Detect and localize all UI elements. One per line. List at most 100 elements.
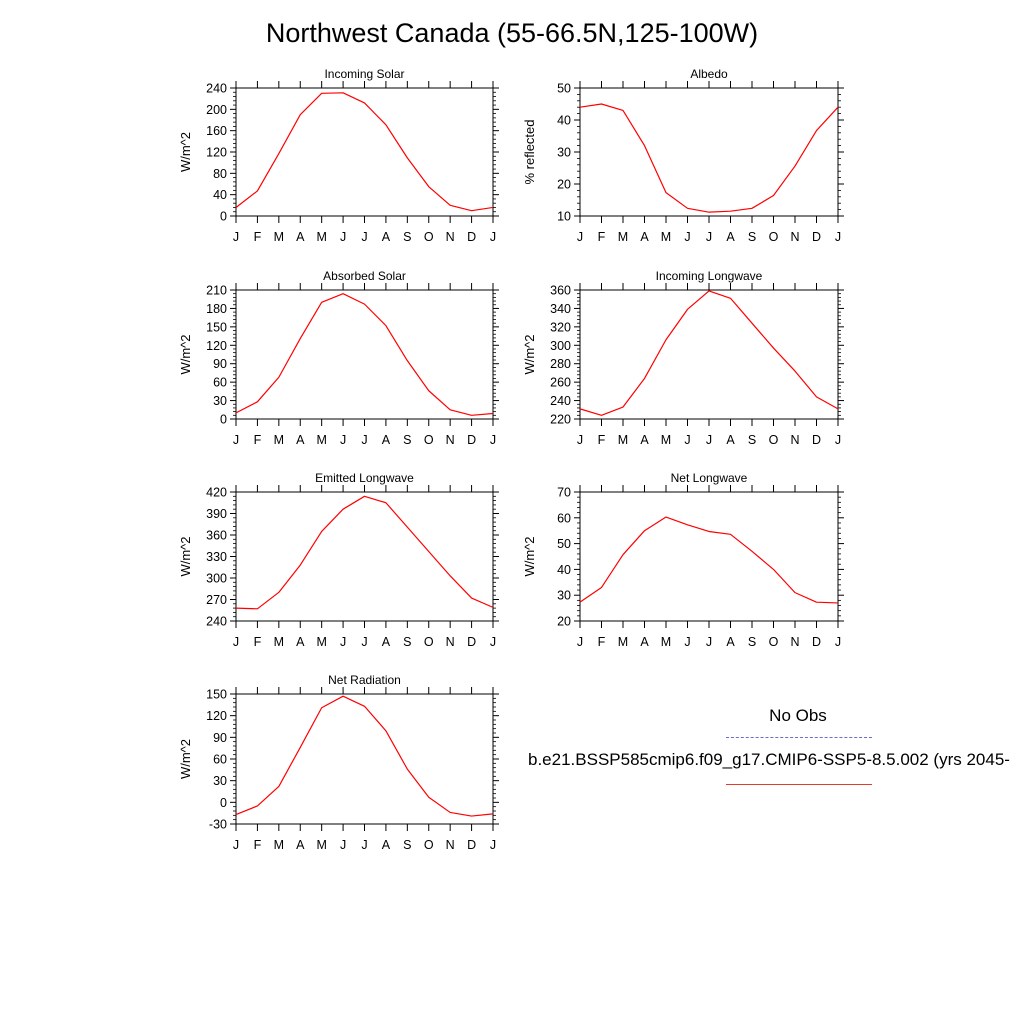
- panel-title: Emitted Longwave: [315, 471, 414, 485]
- y-tick-label: 260: [550, 376, 571, 390]
- y-tick-label: 30: [557, 589, 571, 603]
- x-tick-label: S: [403, 635, 411, 649]
- x-tick-label: J: [577, 635, 583, 649]
- panel-title: Incoming Solar: [324, 67, 404, 81]
- x-tick-label: J: [490, 838, 496, 852]
- y-tick-label: 270: [206, 593, 227, 607]
- y-axis-label: W/m^2: [522, 334, 537, 374]
- x-tick-label: O: [424, 433, 434, 447]
- y-axis-label: W/m^2: [178, 739, 193, 779]
- x-tick-label: J: [490, 635, 496, 649]
- x-tick-label: A: [640, 433, 649, 447]
- x-tick-label: D: [812, 433, 821, 447]
- x-tick-label: J: [706, 635, 712, 649]
- plot-frame: [579, 491, 839, 622]
- x-tick-label: A: [726, 230, 735, 244]
- x-tick-label: J: [233, 838, 239, 852]
- x-tick-label: F: [254, 838, 262, 852]
- x-tick-label: J: [361, 838, 367, 852]
- y-tick-label: 330: [206, 550, 227, 564]
- y-tick-label: 390: [206, 507, 227, 521]
- legend-model-label: b.e21.BSSP585cmip6.f09_g17.CMIP6-SSP5-8.…: [528, 750, 1010, 769]
- plot-frame: [579, 289, 839, 420]
- y-tick-label: 0: [220, 796, 227, 810]
- x-tick-label: M: [661, 433, 671, 447]
- y-tick-label: 40: [213, 188, 227, 202]
- x-tick-label: M: [618, 230, 628, 244]
- plot-frame: [235, 491, 494, 622]
- x-tick-label: F: [254, 635, 262, 649]
- y-tick-label: 20: [557, 615, 571, 629]
- y-tick-label: 40: [557, 114, 571, 128]
- x-tick-label: M: [274, 230, 284, 244]
- series-line: [579, 290, 839, 416]
- x-tick-label: A: [296, 838, 305, 852]
- x-tick-label: D: [812, 635, 821, 649]
- x-tick-label: N: [446, 838, 455, 852]
- x-tick-label: J: [684, 230, 690, 244]
- y-tick-label: 0: [220, 413, 227, 427]
- x-tick-label: A: [382, 838, 391, 852]
- panel-title: Net Radiation: [328, 673, 401, 687]
- x-tick-label: J: [340, 433, 346, 447]
- y-tick-label: 60: [213, 753, 227, 767]
- x-tick-label: J: [706, 230, 712, 244]
- y-axis-label: W/m^2: [178, 536, 193, 576]
- x-tick-label: S: [748, 433, 756, 447]
- y-tick-label: 320: [550, 320, 571, 334]
- panel-4: Incoming Longwave 220 240 260 280 300 320 340 36…: [522, 269, 844, 447]
- legend-obs-label: No Obs: [769, 706, 827, 725]
- x-tick-label: A: [726, 433, 735, 447]
- x-tick-label: F: [254, 230, 262, 244]
- x-tick-label: N: [446, 230, 455, 244]
- y-tick-label: 80: [213, 167, 227, 181]
- x-tick-label: A: [296, 635, 305, 649]
- x-tick-label: J: [361, 635, 367, 649]
- x-tick-label: J: [577, 433, 583, 447]
- y-tick-label: 150: [206, 688, 227, 702]
- x-tick-label: A: [382, 433, 391, 447]
- y-tick-label: 120: [206, 339, 227, 353]
- y-tick-label: 240: [550, 394, 571, 408]
- x-tick-label: D: [467, 230, 476, 244]
- x-tick-label: A: [296, 230, 305, 244]
- panel-title: Absorbed Solar: [323, 269, 406, 283]
- x-tick-label: A: [640, 635, 649, 649]
- x-tick-label: D: [812, 230, 821, 244]
- legend-model-line: [726, 784, 872, 785]
- x-tick-label: D: [467, 838, 476, 852]
- x-tick-label: M: [274, 433, 284, 447]
- x-tick-label: J: [233, 635, 239, 649]
- x-tick-label: M: [661, 230, 671, 244]
- x-tick-label: N: [790, 230, 799, 244]
- x-tick-label: J: [835, 433, 841, 447]
- y-tick-label: 70: [557, 486, 571, 500]
- x-tick-label: D: [467, 635, 476, 649]
- y-tick-label: 120: [206, 146, 227, 160]
- series-line: [579, 516, 839, 604]
- x-tick-label: S: [403, 433, 411, 447]
- x-tick-label: N: [446, 635, 455, 649]
- y-tick-label: 10: [557, 210, 571, 224]
- x-tick-label: M: [274, 838, 284, 852]
- x-tick-label: A: [296, 433, 305, 447]
- plot-frame: [235, 289, 494, 420]
- y-tick-label: 60: [557, 511, 571, 525]
- y-tick-label: 420: [206, 486, 227, 500]
- x-tick-label: S: [403, 230, 411, 244]
- y-axis-label: W/m^2: [178, 132, 193, 172]
- panel-title: Net Longwave: [671, 471, 748, 485]
- y-tick-label: 360: [206, 529, 227, 543]
- x-tick-label: J: [361, 433, 367, 447]
- x-tick-label: N: [446, 433, 455, 447]
- y-tick-label: 90: [213, 731, 227, 745]
- x-tick-label: A: [382, 230, 391, 244]
- series-line: [579, 103, 839, 213]
- y-tick-label: 60: [213, 376, 227, 390]
- series-line: [235, 293, 494, 416]
